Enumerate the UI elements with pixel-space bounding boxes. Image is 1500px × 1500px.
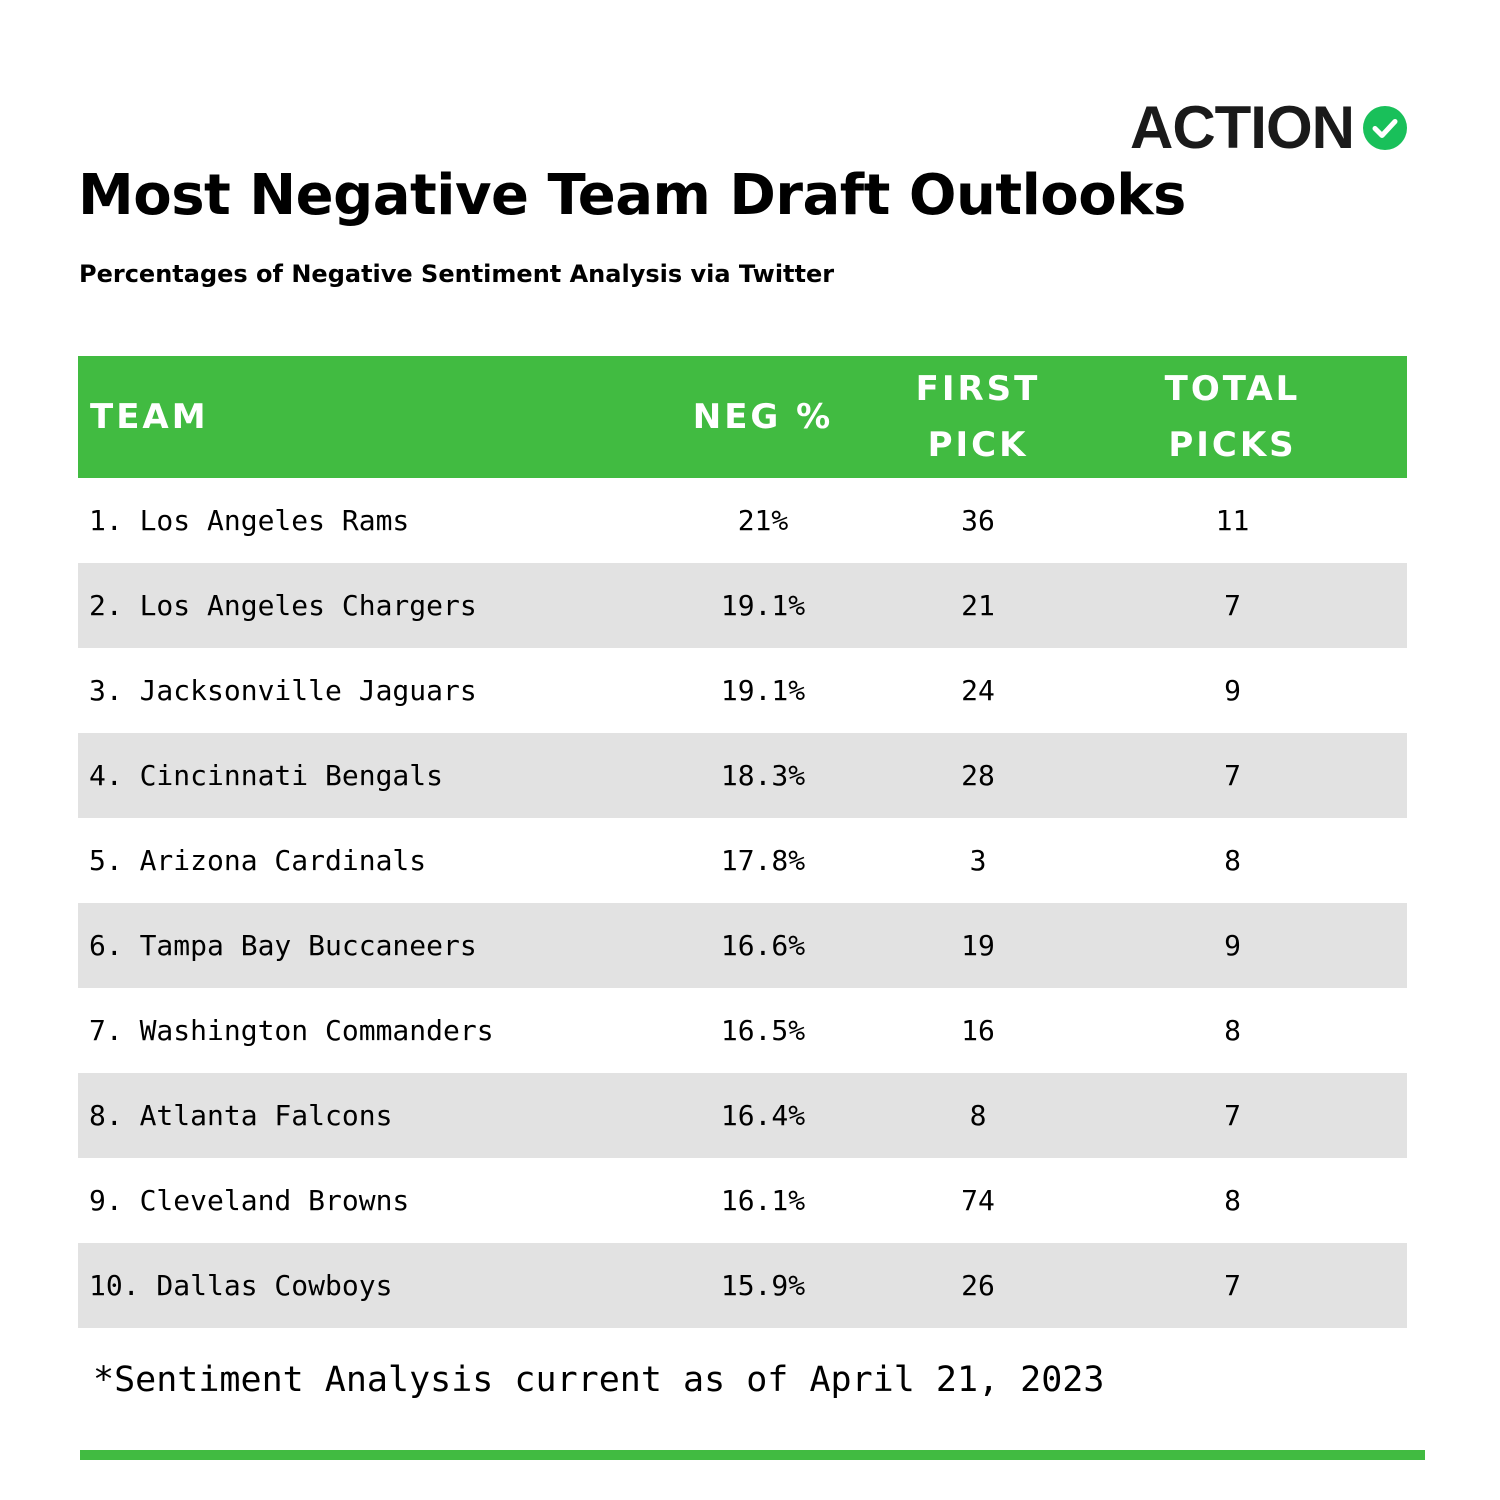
- table-row: 10. Dallas Cowboys 15.9% 26 7: [78, 1243, 1407, 1328]
- draft-outlook-table: TEAM NEG % FIRST PICK TOTAL PICKS 1. Los Ange…: [78, 356, 1407, 1328]
- cell-team: 9. Cleveland Browns: [89, 1184, 410, 1217]
- table-row: 7. Washington Commanders 16.5% 16 8: [78, 988, 1407, 1073]
- cell-team: 2. Los Angeles Chargers: [89, 589, 477, 622]
- cell-neg: 21%: [737, 504, 789, 537]
- cell-team: 7. Washington Commanders: [89, 1014, 494, 1047]
- table-header: TEAM NEG % FIRST PICK TOTAL PICKS: [78, 356, 1407, 478]
- cell-total: 7: [1224, 589, 1241, 622]
- cell-total: 9: [1224, 674, 1241, 707]
- cell-neg: 15.9%: [720, 1269, 806, 1302]
- brand-name: ACTION: [1130, 94, 1355, 161]
- column-header-text: TEAM: [90, 397, 209, 437]
- cell-total: 8: [1224, 844, 1241, 877]
- column-header-text: NEG %: [692, 397, 834, 437]
- cell-first: 3: [969, 844, 987, 877]
- column-header-neg: NEG %: [638, 356, 858, 478]
- chart-title: Most Negative Team Draft Outlooks: [78, 163, 1186, 228]
- table-body: 1. Los Angeles Rams 21% 36 11 2. Los Angeles…: [78, 478, 1407, 1328]
- cell-total: 8: [1224, 1014, 1241, 1047]
- cell-total: 8: [1224, 1184, 1241, 1217]
- cell-first: 16: [961, 1014, 995, 1047]
- chart-subtitle: Percentages of Negative Sentiment Analys…: [79, 260, 835, 288]
- cell-total: 11: [1215, 504, 1250, 537]
- brand-logo: ACTION: [1130, 98, 1408, 158]
- cell-first: 8: [969, 1099, 987, 1132]
- column-header-text: PICKS: [1168, 425, 1297, 465]
- cell-neg: 19.1%: [720, 589, 806, 622]
- table-row: 8. Atlanta Falcons 16.4% 8 7: [78, 1073, 1407, 1158]
- column-header-team: TEAM: [78, 356, 638, 478]
- cell-neg: 18.3%: [720, 759, 806, 792]
- cell-first: 28: [961, 759, 995, 792]
- table-row: 9. Cleveland Browns 16.1% 74 8: [78, 1158, 1407, 1243]
- cell-first: 74: [961, 1184, 995, 1217]
- cell-team: 4. Cincinnati Bengals: [89, 759, 444, 792]
- cell-total: 9: [1224, 929, 1241, 962]
- cell-first: 26: [961, 1269, 995, 1302]
- check-circle-icon: [1362, 106, 1407, 150]
- cell-team: 1. Los Angeles Rams: [89, 504, 410, 537]
- column-header-first: FIRST PICK: [858, 356, 1098, 478]
- cell-neg: 17.8%: [720, 844, 806, 877]
- bottom-rule: [80, 1450, 1425, 1460]
- column-header-text: FIRST: [915, 369, 1041, 409]
- table-row: 1. Los Angeles Rams 21% 36 11: [78, 478, 1407, 563]
- column-header-text: TOTAL: [1164, 369, 1301, 409]
- header-row: TEAM NEG % FIRST PICK TOTAL PICKS: [78, 356, 1407, 478]
- cell-neg: 19.1%: [720, 674, 806, 707]
- cell-team: 3. Jacksonville Jaguars: [89, 674, 477, 707]
- cell-first: 19: [961, 929, 995, 962]
- cell-team: 6. Tampa Bay Buccaneers: [89, 929, 477, 962]
- cell-total: 7: [1224, 1269, 1241, 1302]
- cell-neg: 16.1%: [720, 1184, 806, 1217]
- cell-total: 7: [1224, 1099, 1241, 1132]
- cell-first: 24: [961, 674, 995, 707]
- table-row: 5. Arizona Cardinals 17.8% 3 8: [78, 818, 1407, 903]
- cell-team: 10. Dallas Cowboys: [89, 1269, 393, 1302]
- footnote: *Sentiment Analysis current as of April …: [93, 1360, 1105, 1400]
- column-header-text: PICK: [927, 425, 1029, 465]
- table-row: 3. Jacksonville Jaguars 19.1% 24 9: [78, 648, 1407, 733]
- cell-team: 8. Atlanta Falcons: [89, 1099, 393, 1132]
- cell-neg: 16.4%: [720, 1099, 806, 1132]
- column-header-total: TOTAL PICKS: [1098, 356, 1407, 478]
- table-row: 6. Tampa Bay Buccaneers 16.6% 19 9: [78, 903, 1407, 988]
- cell-total: 7: [1224, 759, 1241, 792]
- table-row: 4. Cincinnati Bengals 18.3% 28 7: [78, 733, 1407, 818]
- cell-first: 21: [961, 589, 995, 622]
- cell-neg: 16.5%: [720, 1014, 806, 1047]
- cell-first: 36: [961, 504, 995, 537]
- cell-team: 5. Arizona Cardinals: [89, 844, 427, 877]
- table-row: 2. Los Angeles Chargers 19.1% 21 7: [78, 563, 1407, 648]
- cell-neg: 16.6%: [720, 929, 806, 962]
